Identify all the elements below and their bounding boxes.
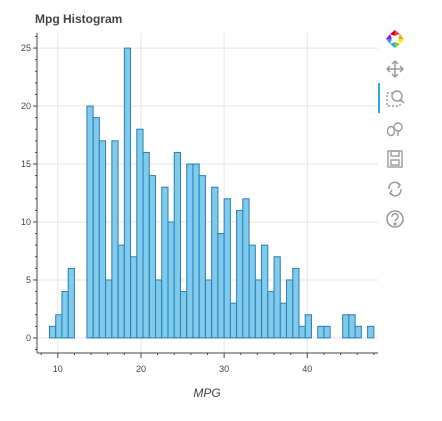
histogram-bar[interactable] bbox=[155, 279, 163, 339]
histogram-bar[interactable] bbox=[167, 221, 175, 339]
histogram-bar[interactable] bbox=[261, 244, 269, 339]
histogram-bar[interactable] bbox=[92, 117, 100, 339]
histogram-bar[interactable] bbox=[317, 325, 325, 339]
histogram-bar[interactable] bbox=[254, 279, 263, 339]
reset-tool-icon[interactable] bbox=[384, 178, 406, 200]
x-axis-label: MPG bbox=[193, 386, 220, 400]
y-tick-label: 5 bbox=[26, 275, 31, 285]
histogram-bar[interactable] bbox=[136, 128, 144, 339]
histogram-bar[interactable] bbox=[354, 325, 362, 339]
histogram-bar[interactable] bbox=[48, 325, 57, 339]
histogram-bar[interactable] bbox=[148, 175, 157, 339]
x-tick-label: 10 bbox=[53, 364, 63, 374]
help-tool-icon[interactable] bbox=[384, 208, 406, 230]
histogram-bars[interactable] bbox=[48, 47, 375, 339]
histogram-bar[interactable] bbox=[192, 163, 200, 339]
y-tick-label: 15 bbox=[21, 159, 31, 169]
histogram-bar[interactable] bbox=[229, 302, 238, 339]
histogram-bar[interactable] bbox=[61, 291, 69, 339]
histogram-bar[interactable] bbox=[298, 325, 306, 339]
y-tick-label: 25 bbox=[21, 43, 31, 53]
axes: 0 5 10 15 20 25 10 20 30 40 bbox=[21, 33, 378, 374]
histogram-bar[interactable] bbox=[161, 186, 169, 339]
histogram-bar[interactable] bbox=[279, 302, 288, 339]
histogram-bar[interactable] bbox=[223, 198, 231, 339]
histogram-bar[interactable] bbox=[123, 47, 132, 339]
histogram-bar[interactable] bbox=[217, 233, 225, 339]
histogram-bar[interactable] bbox=[111, 140, 119, 339]
y-tick-label: 0 bbox=[26, 333, 31, 343]
histogram-bar[interactable] bbox=[367, 325, 375, 339]
x-tick-label: 20 bbox=[136, 364, 146, 374]
x-tick-label: 30 bbox=[219, 364, 229, 374]
histogram-bar[interactable] bbox=[198, 175, 206, 339]
histogram-bar[interactable] bbox=[117, 244, 125, 339]
histogram-bar[interactable] bbox=[204, 279, 213, 339]
histogram-bar[interactable] bbox=[173, 151, 181, 339]
histogram-bar[interactable] bbox=[55, 314, 63, 339]
histogram-bar[interactable] bbox=[342, 314, 350, 339]
histogram-bar[interactable] bbox=[236, 209, 244, 339]
histogram-bar[interactable] bbox=[211, 186, 219, 339]
histogram-bar[interactable] bbox=[348, 314, 356, 339]
chart-toolbar bbox=[378, 28, 408, 243]
bokeh-logo-icon[interactable] bbox=[384, 28, 406, 50]
histogram-bar[interactable] bbox=[323, 325, 331, 339]
histogram-bar[interactable] bbox=[292, 267, 300, 339]
histogram-bar[interactable] bbox=[105, 279, 113, 339]
active-tool-indicator bbox=[378, 83, 380, 113]
pan-tool-icon[interactable] bbox=[384, 58, 406, 80]
wheel-zoom-tool-icon[interactable] bbox=[384, 118, 406, 140]
histogram-bar[interactable] bbox=[86, 105, 94, 339]
chart-title: Mpg Histogram bbox=[35, 12, 122, 26]
histogram-bar[interactable] bbox=[98, 140, 107, 339]
histogram-bar[interactable] bbox=[273, 256, 281, 339]
y-tick-label: 10 bbox=[21, 217, 31, 227]
histogram-bar[interactable] bbox=[179, 291, 188, 339]
box-zoom-tool-icon[interactable] bbox=[384, 88, 406, 110]
histogram-bar[interactable] bbox=[186, 163, 194, 339]
histogram-bar[interactable] bbox=[142, 151, 150, 339]
histogram-bar[interactable] bbox=[130, 256, 138, 339]
histogram-bar[interactable] bbox=[67, 267, 75, 339]
histogram-bar[interactable] bbox=[242, 198, 250, 339]
save-tool-icon[interactable] bbox=[384, 148, 406, 170]
histogram-bar[interactable] bbox=[248, 244, 256, 339]
y-tick-label: 20 bbox=[21, 101, 31, 111]
histogram-bar[interactable] bbox=[304, 314, 312, 339]
x-tick-label: 40 bbox=[302, 364, 312, 374]
histogram-bar[interactable] bbox=[267, 291, 275, 339]
histogram-bar[interactable] bbox=[286, 279, 294, 339]
